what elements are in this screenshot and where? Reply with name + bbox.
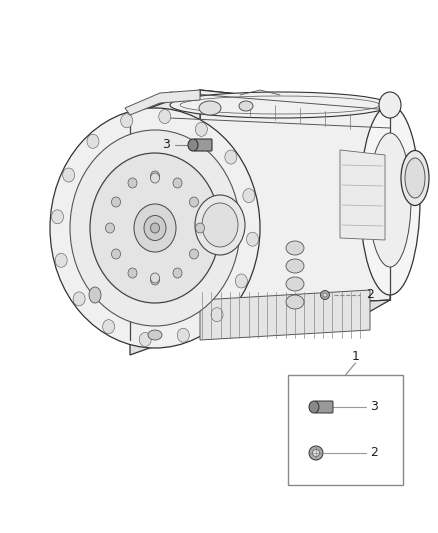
Polygon shape	[340, 150, 385, 240]
Ellipse shape	[151, 223, 159, 233]
Ellipse shape	[151, 171, 159, 181]
Ellipse shape	[151, 173, 159, 183]
Ellipse shape	[121, 114, 133, 128]
Ellipse shape	[235, 274, 247, 288]
Text: 1: 1	[352, 351, 360, 364]
Ellipse shape	[63, 168, 74, 182]
Ellipse shape	[239, 101, 253, 111]
Ellipse shape	[73, 292, 85, 306]
Ellipse shape	[195, 195, 245, 255]
Ellipse shape	[195, 223, 205, 233]
Ellipse shape	[128, 178, 137, 188]
Ellipse shape	[112, 197, 120, 207]
Ellipse shape	[151, 273, 159, 283]
Polygon shape	[130, 90, 200, 340]
Ellipse shape	[90, 153, 220, 303]
Polygon shape	[130, 90, 390, 135]
Ellipse shape	[87, 134, 99, 148]
Ellipse shape	[89, 287, 101, 303]
Ellipse shape	[148, 330, 162, 340]
Ellipse shape	[225, 150, 237, 164]
Ellipse shape	[128, 268, 137, 278]
Ellipse shape	[134, 204, 176, 252]
Ellipse shape	[286, 295, 304, 309]
Ellipse shape	[173, 268, 182, 278]
Ellipse shape	[139, 333, 151, 346]
Ellipse shape	[102, 320, 115, 334]
Polygon shape	[130, 300, 390, 355]
Polygon shape	[200, 90, 390, 310]
Ellipse shape	[173, 178, 182, 188]
Ellipse shape	[401, 150, 429, 206]
Ellipse shape	[112, 249, 120, 259]
Ellipse shape	[309, 446, 323, 460]
Ellipse shape	[177, 328, 189, 342]
Ellipse shape	[323, 293, 327, 297]
Ellipse shape	[159, 110, 171, 124]
FancyBboxPatch shape	[194, 139, 212, 151]
Ellipse shape	[286, 259, 304, 273]
Ellipse shape	[369, 133, 411, 267]
Ellipse shape	[405, 158, 425, 198]
Text: 2: 2	[366, 288, 374, 302]
Ellipse shape	[321, 290, 329, 300]
Ellipse shape	[360, 105, 420, 295]
Ellipse shape	[106, 223, 114, 233]
Ellipse shape	[70, 130, 240, 326]
Ellipse shape	[190, 249, 198, 259]
Ellipse shape	[170, 92, 390, 118]
Ellipse shape	[151, 275, 159, 285]
Ellipse shape	[202, 203, 238, 247]
Ellipse shape	[52, 210, 64, 224]
Ellipse shape	[199, 101, 221, 115]
FancyBboxPatch shape	[315, 401, 333, 413]
Ellipse shape	[188, 139, 198, 151]
Ellipse shape	[211, 308, 223, 322]
Polygon shape	[125, 90, 200, 115]
Ellipse shape	[243, 189, 255, 203]
Ellipse shape	[312, 449, 319, 456]
Text: 3: 3	[162, 139, 170, 151]
Ellipse shape	[309, 401, 319, 413]
Text: 2: 2	[370, 447, 378, 459]
Ellipse shape	[247, 232, 258, 246]
Ellipse shape	[144, 215, 166, 240]
Ellipse shape	[379, 92, 401, 118]
Ellipse shape	[55, 253, 67, 268]
Polygon shape	[200, 290, 370, 340]
Ellipse shape	[286, 277, 304, 291]
Ellipse shape	[50, 108, 260, 348]
Ellipse shape	[190, 197, 198, 207]
Ellipse shape	[195, 122, 207, 136]
Ellipse shape	[286, 241, 304, 255]
Text: 3: 3	[370, 400, 378, 414]
FancyBboxPatch shape	[288, 375, 403, 485]
